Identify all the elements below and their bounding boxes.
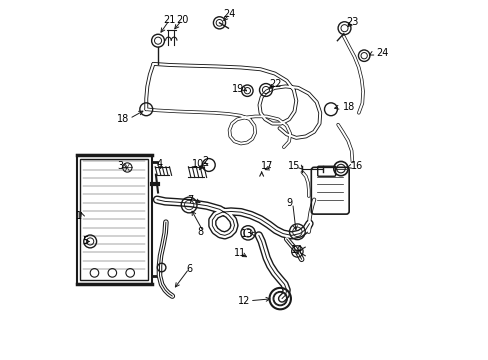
Text: 20: 20 bbox=[176, 15, 188, 25]
Text: 24: 24 bbox=[223, 9, 235, 19]
Text: 22: 22 bbox=[269, 79, 282, 89]
Text: 21: 21 bbox=[163, 15, 175, 25]
Text: 17: 17 bbox=[260, 161, 272, 171]
Text: 10: 10 bbox=[192, 159, 204, 169]
Text: 3: 3 bbox=[118, 161, 123, 171]
Text: 23: 23 bbox=[346, 17, 358, 27]
Text: 16: 16 bbox=[350, 161, 363, 171]
Text: 7: 7 bbox=[187, 195, 193, 204]
Text: 18: 18 bbox=[117, 113, 129, 123]
Text: 6: 6 bbox=[186, 264, 192, 274]
Text: 13: 13 bbox=[241, 229, 253, 239]
Text: 19: 19 bbox=[231, 84, 244, 94]
Text: 5: 5 bbox=[81, 237, 88, 247]
Text: 18: 18 bbox=[342, 102, 354, 112]
Text: 4: 4 bbox=[156, 159, 162, 169]
Text: 15: 15 bbox=[287, 161, 299, 171]
Text: 9: 9 bbox=[286, 198, 292, 208]
Text: 24: 24 bbox=[375, 48, 387, 58]
Text: 14: 14 bbox=[291, 245, 303, 255]
Text: 11: 11 bbox=[234, 248, 246, 258]
Text: 1: 1 bbox=[76, 211, 82, 221]
Text: 8: 8 bbox=[197, 227, 203, 237]
Text: 2: 2 bbox=[202, 157, 208, 166]
Text: 12: 12 bbox=[237, 296, 249, 306]
